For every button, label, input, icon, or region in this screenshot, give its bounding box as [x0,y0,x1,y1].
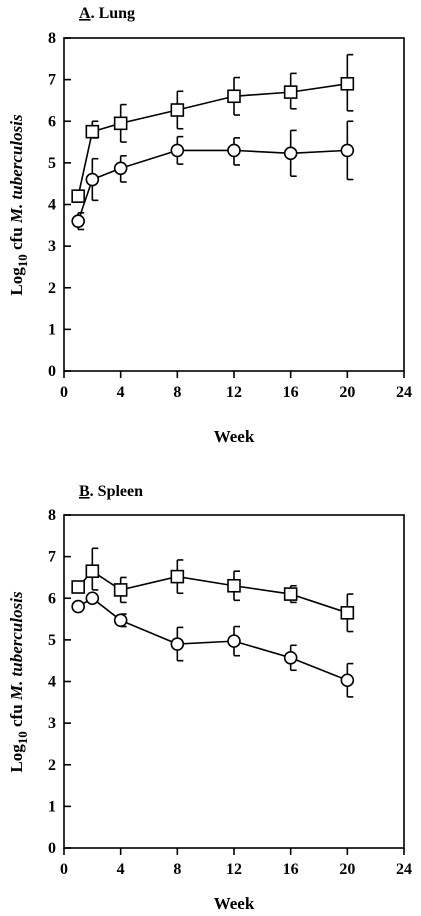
panel-b-x-tick-label: 0 [60,861,68,878]
panel-a-x-tick-label: 8 [173,384,181,401]
panel-a-circle-series [71,120,355,231]
panel-a-data-marks [71,53,355,231]
panel-a-y-tick-label: 1 [48,321,56,338]
panel-a-circle-point [227,143,241,158]
panel-a-y-tick-label: 8 [48,30,56,47]
panel-a-square-point [227,89,241,104]
panel-b-circle-point [170,637,185,651]
panel-b-square-point [170,569,185,584]
panel-a-x-tick-label: 4 [117,384,125,401]
panel-a-circle-point [283,146,298,161]
panel-b-x-tick-labels: 0 4 8 12 16 20 24 [60,848,412,878]
panel-b-x-tick-label: 16 [283,861,299,878]
panel-a-y-tick-label: 0 [48,363,56,380]
panel-b-circle-point [283,650,298,665]
panel-b-circle-series [71,591,355,698]
panel-b-x-tick-label: 8 [173,861,181,878]
panel-a-x-tick-label: 12 [226,384,242,401]
panel-a-circle-point [85,172,100,187]
panel-b-square-point [113,583,128,597]
panel-a-y-axis-label: Log10 cfu M. tuberculosis [7,114,30,296]
panel-b-title: B. Spleen [79,483,143,500]
panel-b-y-tick-label: 1 [48,798,56,815]
panel-a-x-tick-label: 16 [283,384,299,401]
panel-a-x-tick-label: 24 [396,384,412,401]
panel-a-y-tick-labels: 0 1 2 3 4 5 6 7 8 [48,30,71,380]
panel-b-y-tick-label: 5 [48,632,56,649]
panel-b-circle-point [227,634,241,648]
panel-a-x-axis-label: Week [214,427,255,446]
panel-a-y-tick-label: 7 [48,72,56,89]
panel-a-circle-series-line [77,149,348,222]
panel-b-square-point [85,564,100,578]
panel-b-circle-series-line [77,597,348,681]
panel-b-square-point [283,587,298,601]
panel-a-circle-point [71,214,85,228]
panel-a-square-series [71,53,355,203]
panel-b-y-tick-label: 3 [48,715,56,732]
panel-a-square-point [283,85,298,99]
panel-a-square-series-line [77,82,348,197]
panel-b-circle-point [85,591,100,606]
panel-b-circle-point [71,599,85,614]
panel-b-square-point [227,578,241,593]
panel-b-data-marks [71,547,355,698]
panel-b-circle-point [340,673,355,688]
panel-a-circle-point [340,143,355,158]
panel-a-square-point [85,124,100,139]
panel-b-y-tick-label: 2 [48,757,56,774]
panel-b-y-tick-label: 7 [48,549,56,566]
panel-a-square-point [340,76,355,91]
panel-a-x-tick-label: 20 [339,384,355,401]
panel-a-title: A. Lung [79,5,135,22]
panel-b-y-axis-label: Log10 cfu M. tuberculosis [7,591,30,773]
panel-b-x-axis-label: Week [214,894,255,913]
panel-a-y-tick-label: 6 [48,113,56,130]
panel-a-square-point [71,189,85,203]
panel-a-x-tick-label: 0 [60,384,68,401]
panel-a-y-tick-label: 2 [48,280,56,297]
panel-a-y-tick-label: 4 [48,197,56,214]
panel-a-square-point [113,116,128,131]
panel-b-square-point [71,580,85,594]
panel-b-circle-point [113,613,128,628]
panel-b-y-tick-label: 4 [48,674,56,691]
panel-b-x-tick-label: 4 [117,861,125,878]
panel-a-circle-point [113,161,128,176]
panel-b-x-tick-label: 24 [396,861,412,878]
panel-a-circle-point [170,143,185,158]
panel-b-x-tick-label: 12 [226,861,242,878]
panel-b-y-tick-label: 0 [48,840,56,857]
panel-a-y-tick-label: 5 [48,155,56,172]
panel-a-x-tick-labels: 0 4 8 12 16 20 24 [60,371,412,401]
panel-b-x-tick-label: 20 [339,861,355,878]
panel-b-square-series [71,547,355,633]
panel-b-square-point [340,606,355,620]
panel-b-y-tick-label: 8 [48,507,56,524]
panel-b-y-tick-label: 6 [48,590,56,607]
panel-a-square-point [170,103,185,117]
panel-a-y-tick-label: 3 [48,238,56,255]
panel-b-y-tick-labels: 0 1 2 3 4 5 6 7 8 [48,507,71,857]
